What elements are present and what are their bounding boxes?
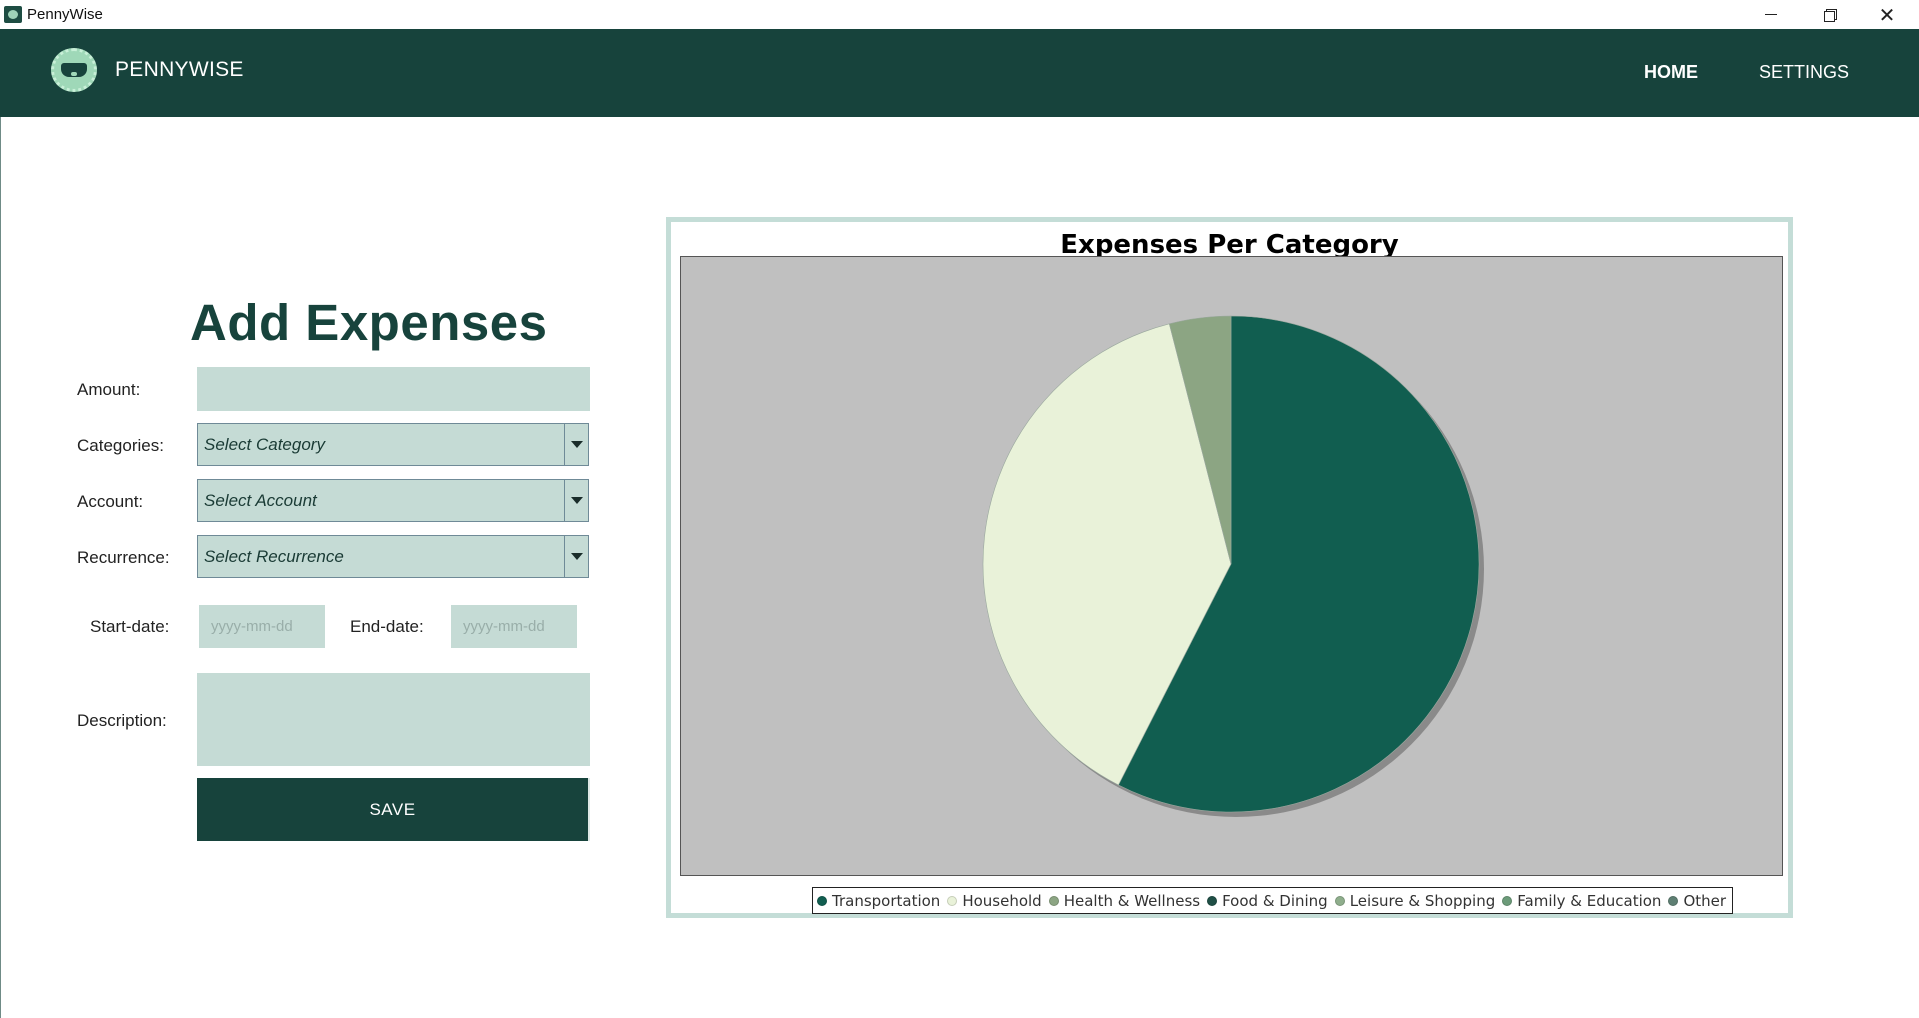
page-title: Add Expenses <box>190 294 548 351</box>
legend-item: Transportation <box>817 892 940 910</box>
amount-label: Amount: <box>77 380 141 399</box>
app-icon <box>4 6 22 23</box>
pie-slice-health-wellness[interactable] <box>1168 315 1232 565</box>
pennywise-logo-icon <box>51 48 97 92</box>
account-label: Account: <box>77 492 144 511</box>
expenses-chart-panel: Expenses Per Category Transportation Hous… <box>666 217 1793 918</box>
brand-name: PENNYWISE <box>115 58 244 81</box>
legend-swatch-icon <box>1048 895 1059 906</box>
nav-settings[interactable]: SETTINGS <box>1759 62 1850 82</box>
account-select-value: Select Account <box>204 490 317 510</box>
close-button[interactable]: ✕ <box>1858 0 1916 29</box>
app-header: PENNYWISE HOME SETTINGS <box>0 29 1919 117</box>
legend-label: Transportation <box>832 891 941 910</box>
start-date-input[interactable]: yyyy-mm-dd <box>199 605 325 648</box>
legend-item: Food & Dining <box>1207 892 1328 910</box>
legend-item: Family & Education <box>1502 892 1661 910</box>
chevron-down-icon[interactable] <box>564 480 588 521</box>
categories-label: Categories: <box>77 436 164 455</box>
amount-input[interactable] <box>197 367 590 411</box>
legend-swatch-icon <box>1668 895 1679 906</box>
legend-label: Other <box>1683 891 1727 910</box>
legend-item: Leisure & Shopping <box>1334 891 1496 910</box>
description-label: Description: <box>77 711 167 730</box>
recurrence-label: Recurrence: <box>77 548 170 567</box>
category-select[interactable]: Select Category <box>197 423 589 466</box>
legend-label: Leisure & Shopping <box>1349 891 1496 910</box>
close-icon: ✕ <box>1878 2 1896 27</box>
legend-label: Health & Wellness <box>1063 891 1201 910</box>
chart-plot-area <box>680 256 1783 876</box>
start-date-label: Start-date: <box>90 617 170 636</box>
legend-swatch-icon <box>947 895 958 906</box>
window-title: PennyWise <box>27 6 103 23</box>
chevron-down-icon[interactable] <box>564 424 588 465</box>
chart-title: Expenses Per Category <box>1060 230 1399 260</box>
recurrence-select[interactable]: Select Recurrence <box>197 535 589 578</box>
description-input[interactable] <box>197 673 590 766</box>
chevron-down-icon[interactable] <box>564 536 588 577</box>
legend-swatch-icon <box>1502 895 1513 906</box>
recurrence-select-value: Select Recurrence <box>204 546 344 566</box>
legend-swatch-icon <box>1207 895 1218 906</box>
window-titlebar: PennyWise ✕ <box>0 0 1919 29</box>
minimize-button[interactable] <box>1742 0 1800 29</box>
restore-icon <box>1823 9 1837 22</box>
legend-item: Household <box>947 891 1042 910</box>
pie-chart <box>982 315 1484 817</box>
window-border <box>0 117 1 1018</box>
category-select-value: Select Category <box>204 434 325 454</box>
legend-swatch-icon <box>1334 895 1345 906</box>
minimize-icon <box>1765 14 1777 15</box>
legend-label: Household <box>962 891 1042 910</box>
save-button[interactable]: SAVE <box>197 778 590 841</box>
legend-item: Other <box>1668 892 1726 910</box>
end-date-label: End-date: <box>350 617 424 636</box>
logo-mark <box>61 63 87 77</box>
legend-label: Food & Dining <box>1222 891 1328 910</box>
pie-slice-household[interactable] <box>982 323 1232 786</box>
legend-item: Health & Wellness <box>1048 891 1201 910</box>
nav-home[interactable]: HOME <box>1644 62 1698 82</box>
legend-label: Family & Education <box>1517 891 1662 910</box>
legend-swatch-icon <box>817 895 827 906</box>
restore-button[interactable] <box>1800 0 1858 29</box>
end-date-input[interactable]: yyyy-mm-dd <box>451 605 577 648</box>
chart-legend: Transportation Household Health & Wellness… <box>812 887 1734 914</box>
account-select[interactable]: Select Account <box>197 479 589 522</box>
pie-slice-transportation[interactable] <box>1118 315 1480 813</box>
